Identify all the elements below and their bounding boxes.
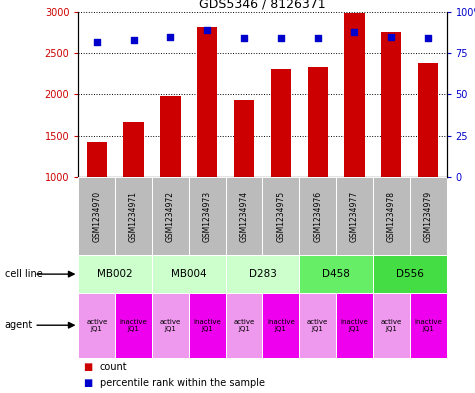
Bar bbox=[373, 293, 409, 358]
Bar bbox=[197, 27, 218, 177]
Text: D556: D556 bbox=[396, 269, 424, 279]
Text: GSM1234976: GSM1234976 bbox=[313, 191, 322, 242]
Text: GSM1234974: GSM1234974 bbox=[239, 191, 248, 242]
Text: MB004: MB004 bbox=[171, 269, 207, 279]
Bar bbox=[381, 31, 401, 177]
Text: GSM1234979: GSM1234979 bbox=[424, 191, 433, 242]
Bar bbox=[262, 293, 299, 358]
Point bbox=[277, 35, 285, 41]
Point bbox=[314, 35, 322, 41]
Text: active
JQ1: active JQ1 bbox=[380, 319, 402, 332]
Point bbox=[93, 39, 101, 45]
Point bbox=[203, 27, 211, 33]
Bar bbox=[299, 293, 336, 358]
Text: GSM1234973: GSM1234973 bbox=[203, 191, 212, 242]
Bar bbox=[189, 177, 226, 255]
Text: inactive
JQ1: inactive JQ1 bbox=[120, 319, 147, 332]
Bar bbox=[336, 177, 373, 255]
Bar bbox=[124, 121, 144, 177]
Bar bbox=[78, 177, 115, 255]
Bar bbox=[78, 293, 115, 358]
Text: active
JQ1: active JQ1 bbox=[307, 319, 328, 332]
Text: inactive
JQ1: inactive JQ1 bbox=[193, 319, 221, 332]
Bar bbox=[226, 255, 299, 293]
Bar bbox=[336, 293, 373, 358]
Bar bbox=[115, 177, 152, 255]
Bar bbox=[373, 177, 409, 255]
Bar bbox=[299, 177, 336, 255]
Bar bbox=[418, 63, 438, 177]
Bar bbox=[152, 255, 226, 293]
Bar bbox=[262, 177, 299, 255]
Title: GDS5346 / 8126371: GDS5346 / 8126371 bbox=[199, 0, 326, 11]
Bar bbox=[78, 255, 152, 293]
Point bbox=[388, 33, 395, 40]
Text: active
JQ1: active JQ1 bbox=[86, 319, 107, 332]
Bar bbox=[86, 142, 107, 177]
Text: GSM1234972: GSM1234972 bbox=[166, 191, 175, 242]
Text: inactive
JQ1: inactive JQ1 bbox=[267, 319, 294, 332]
Text: GSM1234975: GSM1234975 bbox=[276, 191, 285, 242]
Bar bbox=[152, 293, 189, 358]
Text: inactive
JQ1: inactive JQ1 bbox=[414, 319, 442, 332]
Text: cell line: cell line bbox=[5, 269, 42, 279]
Text: GSM1234971: GSM1234971 bbox=[129, 191, 138, 242]
Text: inactive
JQ1: inactive JQ1 bbox=[341, 319, 368, 332]
Bar bbox=[409, 293, 446, 358]
Bar bbox=[226, 177, 262, 255]
Text: ■: ■ bbox=[83, 362, 92, 373]
Text: GSM1234978: GSM1234978 bbox=[387, 191, 396, 242]
Text: ■: ■ bbox=[83, 378, 92, 388]
Point bbox=[167, 33, 174, 40]
Text: agent: agent bbox=[5, 320, 33, 330]
Text: active
JQ1: active JQ1 bbox=[160, 319, 181, 332]
Bar bbox=[189, 293, 226, 358]
Bar bbox=[271, 69, 291, 177]
Text: GSM1234970: GSM1234970 bbox=[92, 191, 101, 242]
Bar bbox=[115, 293, 152, 358]
Point bbox=[424, 35, 432, 41]
Point bbox=[240, 35, 248, 41]
Bar bbox=[344, 13, 365, 177]
Point bbox=[130, 37, 137, 43]
Text: GSM1234977: GSM1234977 bbox=[350, 191, 359, 242]
Bar bbox=[307, 67, 328, 177]
Text: D283: D283 bbox=[248, 269, 276, 279]
Text: MB002: MB002 bbox=[97, 269, 133, 279]
Bar bbox=[234, 100, 254, 177]
Text: D458: D458 bbox=[322, 269, 350, 279]
Point bbox=[351, 28, 358, 35]
Bar bbox=[160, 96, 180, 177]
Text: active
JQ1: active JQ1 bbox=[233, 319, 255, 332]
Bar bbox=[373, 255, 446, 293]
Bar bbox=[226, 293, 262, 358]
Bar bbox=[299, 255, 373, 293]
Bar bbox=[409, 177, 446, 255]
Bar bbox=[152, 177, 189, 255]
Text: percentile rank within the sample: percentile rank within the sample bbox=[100, 378, 265, 388]
Text: count: count bbox=[100, 362, 127, 373]
